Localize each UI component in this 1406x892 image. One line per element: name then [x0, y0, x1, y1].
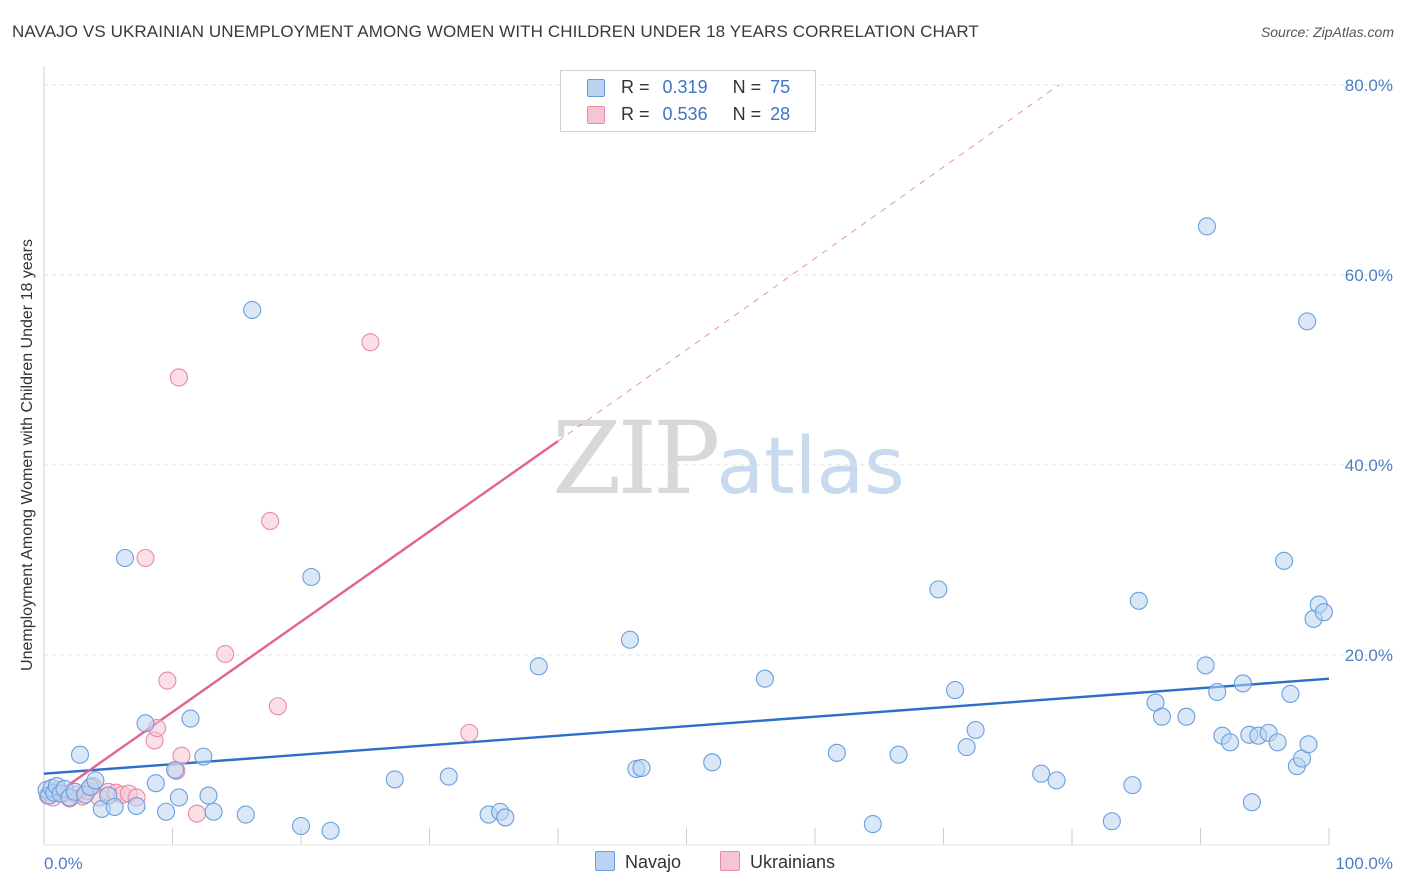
- legend-item-navajo[interactable]: Navajo: [595, 851, 681, 873]
- tick-labels: 20.0% 40.0% 60.0% 80.0% 0.0% 100.0%: [44, 76, 1393, 873]
- navajo-point: [1274, 551, 1294, 570]
- ukrainian-n-value: 28: [770, 103, 791, 124]
- navajo-point: [1242, 793, 1261, 812]
- ukrainian-point: [261, 511, 280, 530]
- navajo-point: [302, 567, 321, 587]
- y-tick-label: 80.0%: [1345, 76, 1393, 95]
- navajo-point: [157, 802, 176, 821]
- navajo-point: [863, 815, 882, 834]
- navajo-point: [181, 709, 200, 728]
- navajo-point: [1196, 656, 1215, 675]
- navajo-legend-label: Navajo: [625, 852, 682, 872]
- ukrainian-n-label: N =: [732, 103, 762, 124]
- navajo-point: [620, 630, 640, 649]
- ukrainian-r-value: 0.536: [662, 103, 708, 124]
- navajo-point: [946, 681, 965, 700]
- ukrainian-legend-swatch: [720, 851, 740, 871]
- y-tick-label: 40.0%: [1345, 456, 1393, 475]
- navajo-trend-line: [43, 677, 1330, 775]
- navajo-r-value: 0.319: [662, 76, 708, 97]
- navajo-points: [37, 217, 1333, 840]
- navajo-point: [321, 821, 340, 840]
- navajo-point: [827, 743, 846, 762]
- navajo-point: [115, 548, 135, 568]
- trend-lines: [43, 84, 1330, 804]
- navajo-point: [291, 816, 311, 836]
- watermark: ZIPatlas: [552, 400, 905, 517]
- ukrainian-point: [460, 723, 479, 742]
- navajo-point: [966, 720, 985, 740]
- y-tick-label: 20.0%: [1345, 646, 1393, 665]
- ukrainian-trend-line: [43, 440, 559, 804]
- ukrainian-points: [38, 333, 479, 823]
- navajo-point: [1221, 733, 1240, 752]
- navajo-point: [1102, 812, 1121, 831]
- ukrainian-point: [169, 368, 188, 387]
- watermark-zip: ZIP: [552, 400, 720, 517]
- navajo-point: [496, 808, 515, 827]
- navajo-point: [169, 788, 188, 807]
- navajo-point: [1152, 707, 1171, 726]
- legend-item-ukrainians[interactable]: Ukrainians: [720, 851, 835, 873]
- gridlines: [43, 66, 1392, 846]
- navajo-point: [136, 714, 155, 733]
- navajo-point: [1314, 603, 1333, 622]
- ukrainian-point: [187, 804, 206, 823]
- navajo-point: [194, 747, 213, 766]
- ukrainian-r-label: R =: [621, 103, 650, 124]
- navajo-legend-swatch: [595, 851, 615, 871]
- navajo-point: [243, 300, 262, 320]
- navajo-point: [127, 796, 146, 816]
- chart-title: NAVAJO VS UKRAINIAN UNEMPLOYMENT AMONG W…: [12, 22, 979, 41]
- navajo-point: [204, 802, 223, 821]
- navajo-point: [529, 657, 548, 676]
- navajo-swatch: [587, 79, 605, 97]
- navajo-point: [236, 805, 255, 824]
- y-tick-label: 60.0%: [1345, 266, 1393, 285]
- source-label: Source: ZipAtlas.com: [1260, 24, 1394, 40]
- navajo-point: [105, 797, 124, 817]
- navajo-point: [1268, 733, 1287, 752]
- ukrainian-legend-label: Ukrainians: [750, 852, 836, 872]
- navajo-point: [439, 767, 458, 786]
- navajo-n-label: N =: [732, 76, 762, 97]
- navajo-point: [70, 745, 90, 764]
- ukrainian-point: [158, 671, 177, 690]
- navajo-point: [755, 669, 774, 688]
- navajo-point: [199, 786, 218, 805]
- navajo-point: [632, 758, 651, 778]
- ukrainian-trend-line-dashed: [557, 84, 1060, 442]
- navajo-point: [957, 738, 976, 757]
- navajo-point: [1047, 771, 1066, 790]
- navajo-point: [146, 774, 165, 793]
- ukrainian-point: [136, 548, 155, 568]
- watermark-atlas: atlas: [716, 422, 905, 512]
- navajo-point: [1233, 674, 1252, 693]
- navajo-point: [1281, 684, 1300, 703]
- navajo-point: [1123, 776, 1142, 795]
- navajo-point: [1208, 682, 1227, 702]
- navajo-point: [1177, 707, 1196, 726]
- ukrainian-point: [361, 333, 380, 352]
- navajo-point: [1129, 591, 1148, 610]
- ukrainian-point: [268, 697, 287, 716]
- navajo-r-label: R =: [621, 76, 650, 97]
- ukrainian-point: [216, 644, 235, 664]
- navajo-point: [385, 770, 404, 789]
- navajo-point: [889, 745, 908, 764]
- navajo-point: [929, 580, 948, 599]
- x-tick-label-min: 0.0%: [44, 854, 83, 873]
- navajo-point: [1298, 312, 1317, 331]
- navajo-n-value: 75: [770, 76, 791, 97]
- navajo-point: [86, 771, 105, 790]
- navajo-point: [166, 760, 185, 779]
- navajo-point: [1032, 764, 1051, 783]
- navajo-point: [1197, 217, 1216, 236]
- correlation-legend: R = 0.319 N = 75 R = 0.536 N = 28: [560, 70, 816, 132]
- navajo-point: [703, 753, 722, 772]
- ukrainian-swatch: [587, 106, 605, 124]
- x-tick-label-max: 100.0%: [1335, 854, 1393, 873]
- navajo-point: [1299, 735, 1318, 754]
